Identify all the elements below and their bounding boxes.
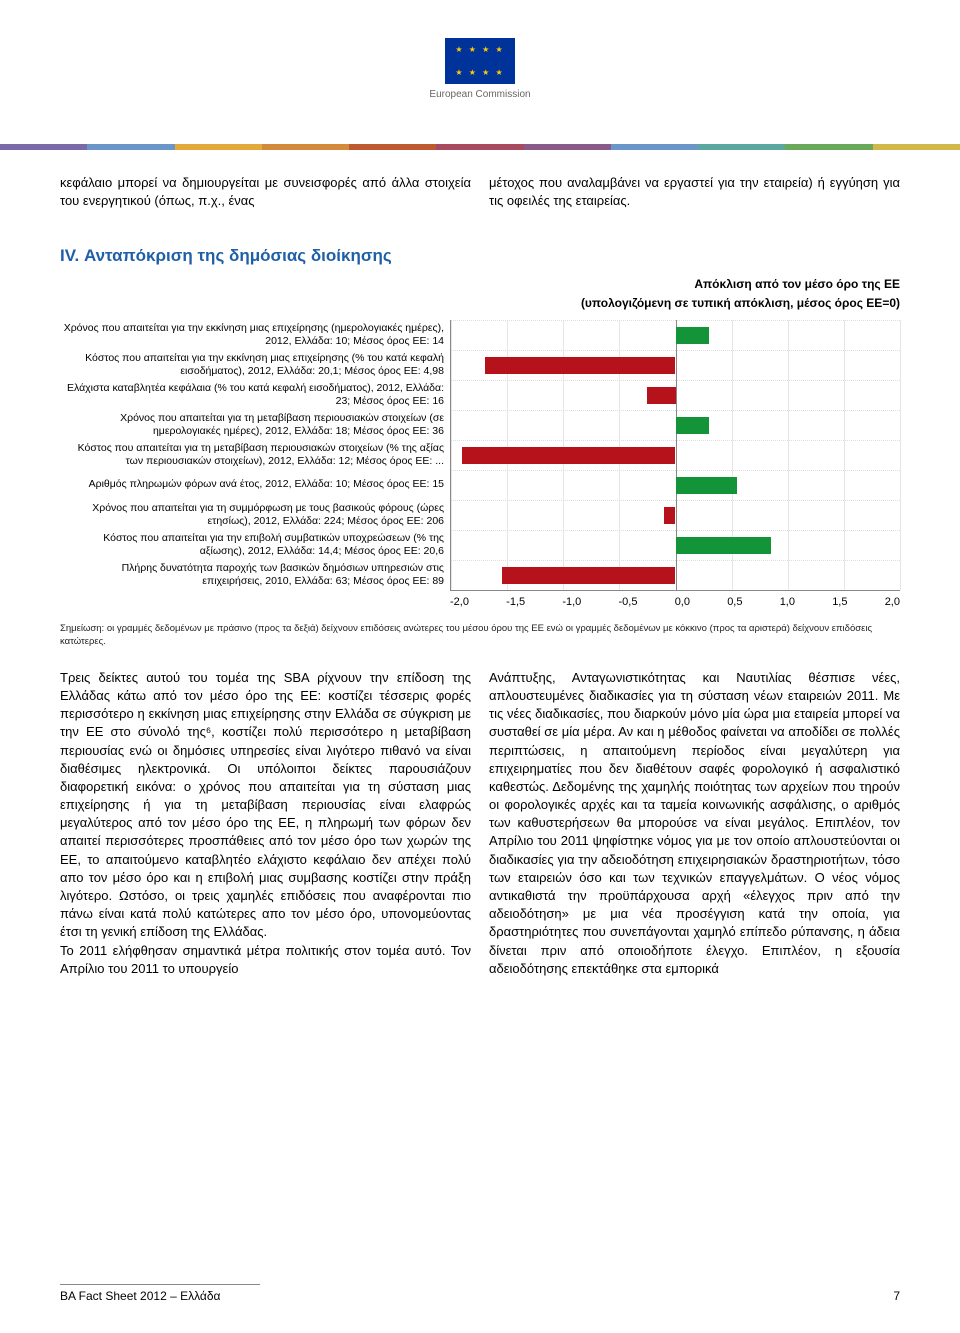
axis-tick: 2,0 bbox=[885, 595, 900, 610]
chart-row bbox=[451, 410, 900, 440]
chart-label: Χρόνος που απαιτείται για την εκκίνηση μ… bbox=[60, 320, 450, 350]
page-header: European Commission bbox=[60, 0, 900, 150]
axis-tick: -0,5 bbox=[619, 595, 638, 610]
chart-row bbox=[451, 350, 900, 380]
chart-label: Πλήρης δυνατότητα παροχής των βασικών δη… bbox=[60, 560, 450, 590]
chart-bar bbox=[502, 567, 676, 584]
chart-label: Κόστος που απαιτείται για την επιβολή συ… bbox=[60, 530, 450, 560]
chart-bar bbox=[485, 357, 676, 374]
chart-row bbox=[451, 380, 900, 410]
axis-tick: 0,5 bbox=[727, 595, 742, 610]
chart-bar bbox=[676, 417, 710, 434]
ec-logo: European Commission bbox=[420, 0, 540, 102]
chart-bar bbox=[664, 507, 675, 524]
chart-bar bbox=[462, 447, 675, 464]
axis-tick: -1,5 bbox=[506, 595, 525, 610]
chart-row bbox=[451, 560, 900, 590]
chart-bar bbox=[676, 477, 738, 494]
header-color-stripe bbox=[0, 144, 960, 150]
axis-tick: 1,5 bbox=[832, 595, 847, 610]
body-text: Τρεις δείκτες αυτού του τομέα της SBA ρί… bbox=[60, 669, 900, 978]
chart-label: Κόστος που απαιτείται για τη μεταβίβαση … bbox=[60, 440, 450, 470]
chart-row bbox=[451, 470, 900, 500]
chart-note: Σημείωση: οι γραμμές δεδομένων με πράσιν… bbox=[60, 622, 900, 649]
chart-label: Ελάχιστα καταβλητέα κεφάλαια (% του κατά… bbox=[60, 380, 450, 410]
chart-label: Κόστος που απαιτείται για την εκκίνηση μ… bbox=[60, 350, 450, 380]
section-title: IV. Ανταπόκριση της δημόσιας διοίκησης bbox=[60, 244, 900, 268]
chart-row bbox=[451, 320, 900, 350]
chart-container: Απόκλιση από τον μέσο όρο της ΕΕ (υπολογ… bbox=[60, 276, 900, 649]
logo-text: European Commission bbox=[420, 88, 540, 102]
axis-tick: -1,0 bbox=[562, 595, 581, 610]
chart-row bbox=[451, 440, 900, 470]
chart-row bbox=[451, 530, 900, 560]
body-left: Τρεις δείκτες αυτού του τομέα της SBA ρί… bbox=[60, 669, 471, 978]
chart-x-axis: -2,0 -1,5 -1,0 -0,5 0,0 0,5 1,0 1,5 2,0 bbox=[450, 595, 900, 610]
intro-right: μέτοχος που αναλαμβάνει να εργαστεί για … bbox=[489, 174, 900, 210]
chart-plot bbox=[450, 320, 900, 591]
chart-y-labels: Χρόνος που απαιτείται για την εκκίνηση μ… bbox=[60, 320, 450, 591]
intro-paragraph: κεφάλαιο μπορεί να δημιουργείται με συνε… bbox=[60, 174, 900, 210]
axis-tick: 1,0 bbox=[780, 595, 795, 610]
axis-tick: -2,0 bbox=[450, 595, 469, 610]
page-number: 7 bbox=[893, 1288, 900, 1305]
body-right: Ανάπτυξης, Ανταγωνιστικότητας και Ναυτιλ… bbox=[489, 669, 900, 978]
axis-tick: 0,0 bbox=[675, 595, 690, 610]
footer-doc-title: BA Fact Sheet 2012 – Ελλάδα bbox=[60, 1284, 260, 1305]
chart-row bbox=[451, 500, 900, 530]
chart-bar bbox=[676, 327, 710, 344]
eu-flag-icon bbox=[445, 38, 515, 84]
intro-left: κεφάλαιο μπορεί να δημιουργείται με συνε… bbox=[60, 174, 471, 210]
chart-bar bbox=[676, 537, 771, 554]
page-footer: BA Fact Sheet 2012 – Ελλάδα 7 bbox=[60, 1284, 900, 1305]
chart-subtitle: (υπολογιζόμενη σε τυπική απόκλιση, μέσος… bbox=[60, 295, 900, 312]
chart-label: Χρόνος που απαιτείται για τη μεταβίβαση … bbox=[60, 410, 450, 440]
chart-area: Χρόνος που απαιτείται για την εκκίνηση μ… bbox=[60, 320, 900, 591]
chart-title: Απόκλιση από τον μέσο όρο της ΕΕ bbox=[60, 276, 900, 293]
chart-bar bbox=[647, 387, 675, 404]
chart-label: Χρόνος που απαιτείται για τη συμμόρφωση … bbox=[60, 500, 450, 530]
chart-label: Αριθμός πληρωμών φόρων ανά έτος, 2012, Ε… bbox=[60, 470, 450, 500]
